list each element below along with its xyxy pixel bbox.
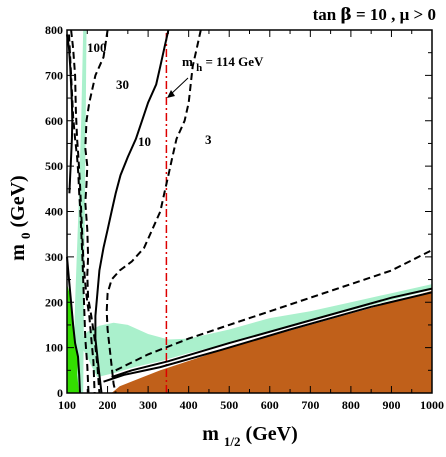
x-tick-label: 500 — [220, 398, 238, 412]
y-label-sub: 0 — [18, 233, 33, 240]
light-green-cosmo-region — [79, 284, 432, 378]
y-tick-label: 0 — [57, 386, 63, 400]
x-label-sub: 1/2 — [224, 434, 241, 449]
y-tick-label: 800 — [45, 23, 63, 37]
higgs-value: = 114 GeV — [205, 54, 264, 69]
y-tick-label: 500 — [45, 159, 63, 173]
y-tick-label: 600 — [45, 114, 63, 128]
series-left-edge-solid — [66, 256, 81, 394]
y-tick-label: 400 — [45, 205, 63, 219]
x-tick-label: 200 — [99, 398, 117, 412]
contour-label-10: 10 — [138, 134, 151, 149]
contour-label-100: 100 — [87, 40, 107, 55]
series-c10 — [94, 29, 170, 394]
title-part-a: tan — [313, 5, 337, 24]
x-label-tail: (GeV) — [246, 423, 298, 445]
x-tick-label: 300 — [139, 398, 157, 412]
higgs-sub: h — [196, 62, 202, 74]
series-dark-left-solid — [66, 34, 74, 194]
ticks-layer: 100 200 300 400 500 600 700 800 900 1000010020030… — [45, 23, 444, 412]
x-label-main: m — [202, 423, 219, 445]
x-tick-label: 400 — [180, 398, 198, 412]
x-tick-label: 600 — [261, 398, 279, 412]
higgs-main: m — [182, 54, 193, 69]
series-b-s-gamma-dashed — [115, 249, 433, 372]
higgs-annotation: m h = 114 GeV — [182, 54, 264, 74]
series-g-2-solid-lower — [103, 291, 433, 383]
series-c3 — [105, 29, 202, 394]
y-tick-label: 100 — [45, 341, 63, 355]
y-label-tail: (GeV) — [7, 175, 29, 227]
contour-label-30: 30 — [116, 77, 129, 92]
x-tick-label: 1000 — [420, 398, 444, 412]
series-c30 — [84, 29, 109, 394]
y-label-main: m — [7, 244, 29, 261]
x-tick-label: 800 — [342, 398, 360, 412]
x-tick-label: 900 — [382, 398, 400, 412]
x-tick-label: 100 — [58, 398, 76, 412]
higgs-annotation-arrowhead — [167, 90, 175, 98]
chart-title: tan β = 10 , μ > 0 — [313, 5, 436, 25]
y-axis-label: m 0 (GeV) — [7, 175, 35, 260]
contour-label-3: 3 — [205, 132, 212, 147]
title-part-c: = 10 , μ > 0 — [356, 5, 436, 24]
brown-excluded-region — [111, 290, 432, 393]
y-tick-label: 700 — [45, 68, 63, 82]
series-c100-right — [70, 29, 96, 394]
y-tick-label: 300 — [45, 250, 63, 264]
x-axis-label: m 1/2 (GeV) — [202, 423, 298, 451]
x-tick-label: 700 — [301, 398, 319, 412]
title-part-b: β — [340, 5, 351, 25]
dark-green-region — [67, 284, 80, 393]
higgs-annotation-arrow — [169, 77, 189, 96]
series-g-2-solid-upper — [111, 287, 433, 379]
y-tick-label: 200 — [45, 295, 63, 309]
